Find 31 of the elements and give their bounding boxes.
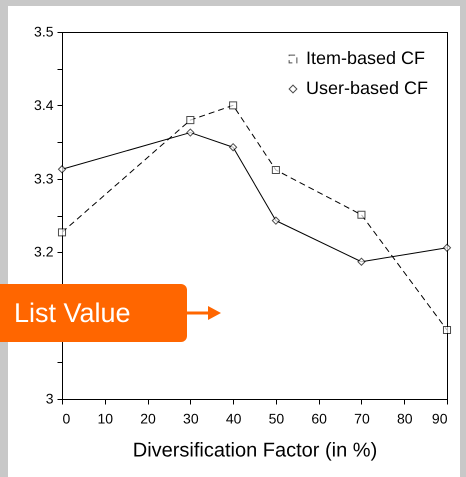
annotation: List Value: [0, 284, 187, 342]
x-tick-label: 0: [62, 410, 70, 426]
y-tick-label: 3.3: [34, 170, 54, 186]
point: [229, 101, 238, 110]
x-tick-label: 60: [311, 410, 328, 426]
point: [272, 166, 280, 174]
x-tick-label: 80: [396, 410, 413, 426]
point: [229, 143, 238, 152]
legend-label: Item-based CF: [306, 48, 426, 68]
point: [58, 228, 66, 236]
x-tick-label: 20: [140, 410, 156, 426]
x-axis-title: Diversification Factor (in %): [132, 440, 378, 462]
x-tick-label: 40: [226, 410, 242, 426]
x-tick-label: 10: [97, 410, 114, 426]
x-tick-label: 90: [432, 410, 448, 426]
y-tick-label: 3.5: [34, 24, 54, 40]
point: [186, 128, 194, 137]
y-tick-label: 3: [46, 390, 54, 406]
point: [442, 326, 452, 334]
x-tick-label: 30: [183, 410, 199, 426]
point: [357, 258, 366, 266]
legend-label: User-based CF: [306, 78, 428, 98]
x-tick-label: 50: [268, 410, 284, 426]
y-tick-label: 3.2: [34, 244, 54, 260]
y-tick-label: 3.4: [34, 96, 54, 113]
point: [442, 244, 452, 252]
point: [272, 216, 280, 225]
point: [186, 116, 194, 124]
point: [357, 210, 366, 219]
point: [58, 165, 66, 174]
x-tick-label: 70: [354, 410, 370, 426]
